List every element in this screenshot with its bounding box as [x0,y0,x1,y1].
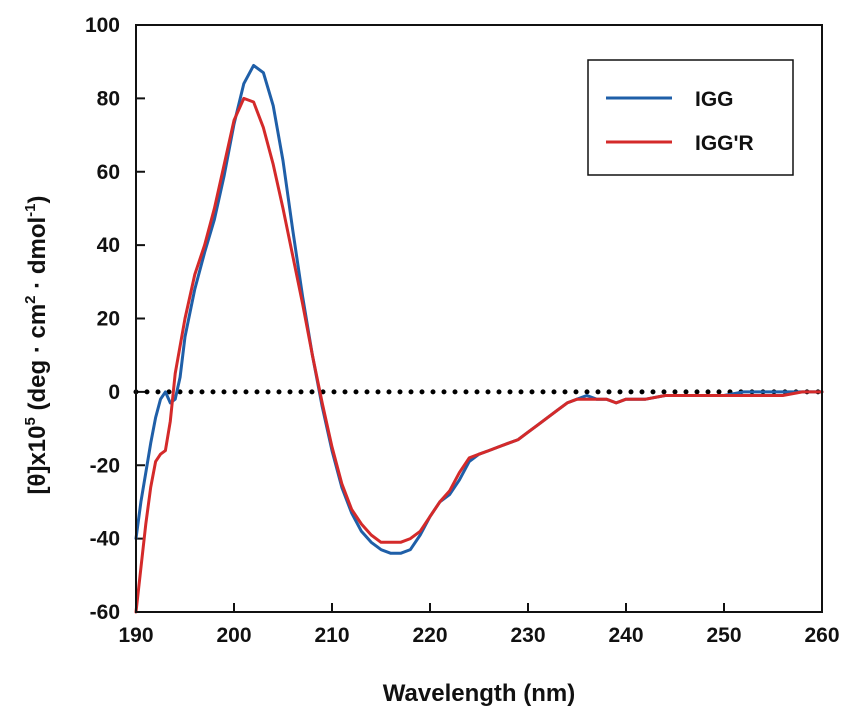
y-tick-label: 0 [108,381,120,404]
legend: IGG IGG'R [587,59,794,176]
y-tick-label: -40 [90,528,120,551]
y-tick-label: 40 [97,234,120,257]
y-tick-label: 60 [97,161,120,184]
x-tick-label: 260 [804,624,839,647]
y-tick-label: -60 [90,601,120,624]
series-line-iggr [134,96,824,614]
y-tick-label: 80 [97,87,120,110]
plot-frame [135,24,823,613]
x-tick-label: 230 [510,624,545,647]
y-tick-label: 20 [97,308,120,331]
x-tick-label: 220 [412,624,447,647]
legend-label-igg: IGG [695,88,734,111]
legend-box [587,59,794,176]
x-tick-label: 210 [314,624,349,647]
x-tick-label: 250 [706,624,741,647]
y-tick-label: -20 [90,454,120,477]
x-tick-label: 200 [216,624,251,647]
x-tick-label: 240 [608,624,643,647]
legend-label-iggr: IGG'R [695,132,754,155]
x-axis-title: Wavelength (nm) [383,680,575,707]
y-tick-label: 100 [85,14,120,37]
x-tick-label: 190 [118,624,153,647]
y-axis-title: [θ]x105 (deg · cm2 · dmol-1) [22,195,51,494]
